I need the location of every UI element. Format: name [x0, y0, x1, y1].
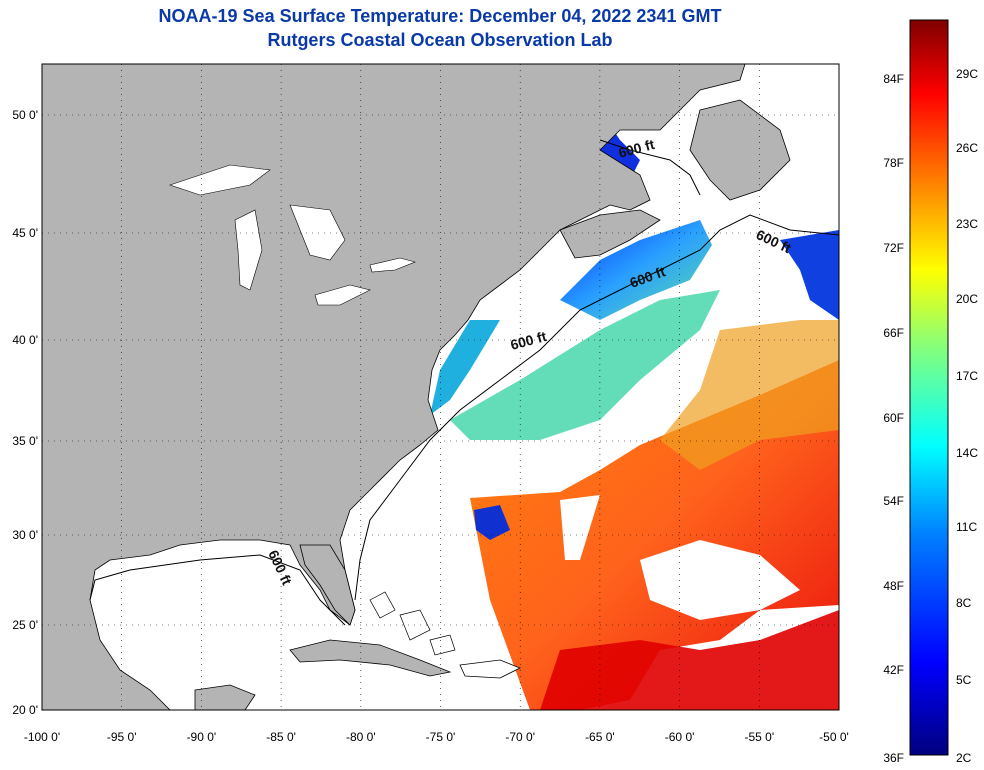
cuba-land — [289, 639, 452, 677]
lon-tick-label: -100 0' — [24, 730, 60, 744]
newfoundland-land — [689, 99, 791, 201]
colorbar-c-label: 17C — [956, 369, 978, 383]
lon-tick-label: -60 0' — [665, 730, 695, 744]
lon-tick-label: -95 0' — [107, 730, 137, 744]
yucatan-land — [194, 684, 256, 710]
great-lakes — [314, 284, 371, 306]
map-title: NOAA-19 Sea Surface Temperature: Decembe… — [158, 6, 722, 26]
lon-tick-label: -75 0' — [426, 730, 456, 744]
great-lakes — [369, 257, 416, 273]
colorbar-c-label: 20C — [956, 292, 978, 306]
cold-spot — [474, 505, 510, 540]
shelf-cold-water — [780, 230, 839, 320]
lat-tick-label: 30 0' — [12, 528, 38, 542]
depth-contour-600ft — [89, 214, 839, 626]
colorbar-c-label: 2C — [956, 751, 972, 765]
lat-tick-label: 50 0' — [12, 108, 38, 122]
colorbar-c-label: 5C — [956, 673, 972, 687]
shelf-cold-water — [430, 320, 500, 415]
lat-tick-label: 45 0' — [12, 226, 38, 240]
colorbar — [909, 19, 949, 756]
hispaniola-outline — [459, 659, 521, 679]
lon-tick-label: -70 0' — [505, 730, 535, 744]
bahamas-outline — [369, 591, 456, 656]
colorbar-c-label: 26C — [956, 141, 978, 155]
lon-tick-label: -50 0' — [819, 730, 849, 744]
florida-land — [299, 544, 356, 626]
colorbar-f-label: 48F — [883, 579, 904, 593]
lon-tick-label: -85 0' — [266, 730, 296, 744]
colorbar-f-label: 78F — [883, 156, 904, 170]
north-america-land — [42, 64, 746, 710]
latitude-axis: 50 0' 45 0' 40 0' 35 0' 30 0' 25 0' 20 0… — [12, 108, 38, 717]
lon-tick-label: -55 0' — [744, 730, 774, 744]
mixing-band — [660, 320, 839, 470]
map-border — [41, 63, 840, 711]
colorbar-celsius-labels: 29C 26C 23C 20C 17C 14C 11C 8C 5C 2C — [956, 67, 978, 765]
colorbar-c-label: 29C — [956, 67, 978, 81]
colorbar-f-label: 54F — [883, 494, 904, 508]
lon-tick-label: -65 0' — [585, 730, 615, 744]
nova-scotia-land — [559, 209, 661, 259]
lat-tick-label: 35 0' — [12, 434, 38, 448]
depth-contour-600ft — [599, 139, 701, 196]
colorbar-c-label: 8C — [956, 596, 972, 610]
colorbar-f-label: 84F — [883, 72, 904, 86]
cloud-gap — [640, 540, 800, 620]
longitude-axis: -100 0' -95 0' -90 0' -85 0' -80 0' -75 … — [24, 730, 849, 744]
colorbar-f-label: 36F — [883, 751, 904, 765]
colorbar-c-label: 23C — [956, 217, 978, 231]
lon-tick-label: -90 0' — [187, 730, 217, 744]
hot-water-region — [540, 610, 839, 710]
great-lakes — [289, 204, 346, 261]
colorbar-f-label: 72F — [883, 241, 904, 255]
lat-tick-label: 20 0' — [12, 703, 38, 717]
great-lakes — [169, 164, 271, 196]
lat-tick-label: 25 0' — [12, 618, 38, 632]
colorbar-f-label: 60F — [883, 411, 904, 425]
colorbar-f-label: 66F — [883, 326, 904, 340]
colorbar-fahrenheit-labels: 84F 78F 72F 66F 60F 54F 48F 42F 36F — [883, 72, 904, 765]
cloud-gap — [560, 495, 600, 560]
lat-tick-label: 40 0' — [12, 333, 38, 347]
lat-lon-grid — [42, 64, 839, 710]
map-subtitle: Rutgers Coastal Ocean Observation Lab — [267, 30, 613, 50]
lon-tick-label: -80 0' — [346, 730, 376, 744]
colorbar-c-label: 11C — [956, 520, 977, 534]
colorbar-c-label: 14C — [956, 446, 978, 460]
colorbar-f-label: 42F — [883, 663, 904, 677]
mixing-band — [450, 290, 720, 440]
shelf-cold-water — [560, 220, 712, 320]
great-lakes — [234, 209, 263, 291]
